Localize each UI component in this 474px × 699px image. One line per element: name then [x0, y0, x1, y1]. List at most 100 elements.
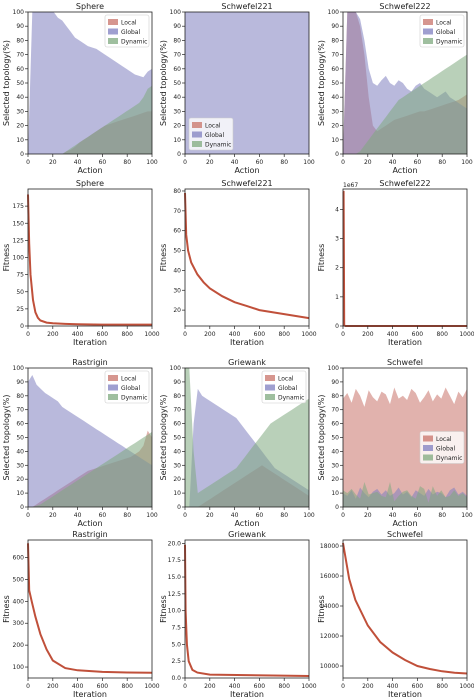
p9-xtick-label: 800: [121, 683, 133, 690]
p8-ytick-label: 80: [331, 393, 339, 400]
p8-legend-label-local: Local: [436, 436, 452, 443]
p0-ytick-label: 90: [16, 23, 24, 30]
p9-xtick-label: 1000: [144, 683, 159, 690]
p11-ytick-label: 18000: [320, 543, 339, 550]
p3-xtick-label: 400: [72, 331, 84, 338]
p8-xtick-label: 0: [341, 512, 345, 519]
p7-ytick-label: 20: [173, 476, 181, 483]
p2-ytick-label: 10: [331, 137, 339, 144]
p5-fitness-line: [342, 190, 467, 327]
p0-xlabel: Action: [77, 166, 102, 175]
p9-xtick-label: 600: [97, 683, 109, 690]
p2-xtick-label: 0: [341, 159, 345, 166]
p8-legend-swatch-local: [423, 435, 433, 442]
p8-xtick-label: 20: [364, 512, 372, 519]
p10-title: Griewank: [228, 530, 266, 539]
p3-ytick-label: 25: [16, 306, 24, 313]
p1-xtick-label: 80: [280, 159, 288, 166]
p4-xlabel: Iteration: [230, 338, 264, 347]
p3-ytick-label: 175: [13, 203, 25, 210]
p2-xtick-label: 20: [364, 159, 372, 166]
p6-xtick-label: 80: [123, 512, 131, 519]
p7-xtick-label: 0: [183, 512, 187, 519]
p6-ytick-label: 20: [16, 476, 24, 483]
p1-ytick-label: 50: [173, 80, 181, 87]
p0-ylabel: Selected topology(%): [2, 40, 11, 126]
p6-legend-label-local: Local: [121, 376, 137, 383]
p1-ytick-label: 0: [177, 151, 181, 158]
p2-xlabel: Action: [392, 166, 417, 175]
p5-xlabel: Iteration: [388, 338, 422, 347]
p9-ytick-label: 300: [13, 620, 25, 627]
p9-ytick-label: 100: [13, 664, 25, 671]
p10-xtick-label: 200: [204, 683, 216, 690]
p6-ytick-label: 50: [16, 435, 24, 442]
p1-xlabel: Action: [234, 166, 259, 175]
p9-ytick-label: 400: [13, 598, 25, 605]
p5-offset-text: 1e67: [343, 182, 358, 189]
p4-xtick-label: 400: [229, 331, 241, 338]
p6-title: Rastrigin: [72, 358, 107, 367]
p8-ytick-label: 50: [331, 435, 339, 442]
p7-xtick-label: 60: [256, 512, 264, 519]
p7-ytick-label: 10: [173, 490, 181, 497]
p1-xtick-label: 100: [303, 159, 315, 166]
p1-title: Schwefel221: [221, 2, 272, 11]
p10-ytick-label: 5.0: [171, 641, 181, 648]
p4-ytick-label: 50: [173, 248, 181, 255]
p8-xtick-label: 80: [438, 512, 446, 519]
p7-ytick-label: 30: [173, 462, 181, 469]
p10-ytick-label: 0.0: [171, 675, 181, 682]
p9-xtick-label: 400: [72, 683, 84, 690]
p3-xtick-label: 200: [47, 331, 59, 338]
p1-ylabel: Selected topology(%): [159, 40, 168, 126]
p8-legend-swatch-dynamic: [423, 454, 433, 461]
p1-xtick-label: 60: [256, 159, 264, 166]
p6-ytick-label: 30: [16, 462, 24, 469]
p6-ytick-label: 10: [16, 490, 24, 497]
p9-frame: [27, 539, 153, 679]
p8-ytick-label: 20: [331, 476, 339, 483]
p11-xtick-label: 200: [362, 683, 374, 690]
p7-ytick-label: 40: [173, 448, 181, 455]
p8-xtick-label: 60: [414, 512, 422, 519]
p8-title: Schwefel: [387, 358, 423, 367]
p4-ytick-label: 60: [173, 228, 181, 235]
p0-xtick-label: 60: [99, 159, 107, 166]
p3-ytick-label: 100: [13, 255, 25, 262]
p0-legend-label-global: Global: [121, 29, 140, 36]
p10-xtick-label: 0: [183, 683, 187, 690]
p8-xlabel: Action: [392, 519, 417, 528]
p10-xtick-label: 800: [278, 683, 290, 690]
p10-ytick-label: 17.5: [168, 557, 182, 564]
p6-ytick-label: 0: [20, 504, 24, 511]
p0-ytick-label: 20: [16, 123, 24, 130]
p7-legend-label-local: Local: [278, 376, 294, 383]
p4-xtick-label: 0: [183, 331, 187, 338]
p6-ylabel: Selected topology(%): [2, 395, 11, 481]
p10-ytick-label: 7.5: [171, 625, 181, 632]
p1-xtick-label: 40: [231, 159, 239, 166]
p6-xlabel: Action: [77, 519, 102, 528]
p0-ytick-label: 80: [16, 37, 24, 44]
p5-title: Schwefel222: [379, 179, 430, 188]
p1-legend-swatch-global: [192, 131, 202, 138]
p0-ytick-label: 60: [16, 66, 24, 73]
p7-ytick-label: 90: [173, 379, 181, 386]
p10-xtick-label: 600: [254, 683, 266, 690]
p0-ytick-label: 0: [20, 151, 24, 158]
p3-ylabel: Fitness: [2, 244, 11, 272]
p0-ytick-label: 50: [16, 80, 24, 87]
p6-xtick-label: 60: [99, 512, 107, 519]
p10-frame: [184, 539, 310, 679]
p0-legend-swatch-global: [108, 28, 118, 35]
p7-xtick-label: 100: [303, 512, 315, 519]
p8-ytick-label: 100: [328, 365, 340, 372]
p5-ytick-label: 3: [335, 236, 339, 243]
p11-ytick-label: 12000: [320, 633, 339, 640]
p2-legend-label-global: Global: [436, 29, 455, 36]
p2-title: Schwefel222: [379, 2, 430, 11]
p5-ylabel: Fitness: [317, 244, 326, 272]
p2-legend-swatch-local: [423, 19, 433, 25]
p11-xlabel: Iteration: [388, 690, 422, 699]
